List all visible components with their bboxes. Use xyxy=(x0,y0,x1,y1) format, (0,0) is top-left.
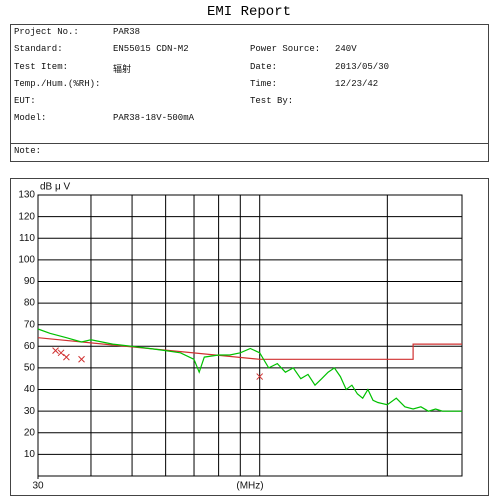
field-label: Time: xyxy=(250,79,278,89)
field-value: 辐射 xyxy=(113,65,132,75)
field-label: Standard: xyxy=(14,44,63,54)
y-tick-label: 80 xyxy=(24,298,36,309)
x-tick-label: 30 xyxy=(32,481,44,492)
report-title: EMI Report xyxy=(206,4,291,20)
note-box xyxy=(10,143,489,162)
x-axis-label: (MHz) xyxy=(236,481,263,492)
y-tick-label: 30 xyxy=(24,406,36,417)
y-tick-label: 20 xyxy=(24,427,36,438)
field-value: 240V xyxy=(335,44,357,54)
field-label: Model: xyxy=(14,113,47,123)
y-tick-label: 40 xyxy=(24,384,36,395)
field-label: EUT: xyxy=(14,96,36,106)
field-value: EN55015 CDN-M2 xyxy=(113,44,189,54)
field-label: Power Source: xyxy=(250,44,321,54)
series-line xyxy=(37,328,462,412)
marker xyxy=(78,355,85,363)
y-tick-label: 70 xyxy=(24,319,36,330)
plot-area xyxy=(37,194,463,477)
field-label: Test By: xyxy=(250,96,294,106)
y-tick-label: 110 xyxy=(19,233,35,244)
y-tick-label: 90 xyxy=(24,276,36,287)
y-axis-label: dB μ V xyxy=(40,182,71,193)
field-label: Note: xyxy=(14,146,42,156)
y-tick-label: 130 xyxy=(18,190,35,201)
y-tick-label: 10 xyxy=(24,449,36,460)
field-label: Test Item: xyxy=(14,62,69,72)
chart-box xyxy=(10,178,489,496)
y-tick-label: 120 xyxy=(18,211,35,222)
marker xyxy=(52,347,59,354)
marker xyxy=(256,373,264,380)
field-value: PAR38 xyxy=(113,27,141,37)
marker xyxy=(63,353,70,361)
y-tick-label: 50 xyxy=(24,363,36,374)
marker xyxy=(57,349,65,357)
field-label: Temp./Hum.(%RH): xyxy=(14,79,101,89)
series-line xyxy=(37,337,462,360)
field-value: PAR38-18V-500mA xyxy=(113,113,195,123)
y-tick-label: 100 xyxy=(18,254,35,265)
y-tick-label: 60 xyxy=(24,341,36,352)
field-label: Project No.: xyxy=(14,27,79,37)
field-value: 2013/05/30 xyxy=(335,62,390,72)
field-label: Date: xyxy=(250,62,278,72)
field-value: 12/23/42 xyxy=(335,79,379,89)
